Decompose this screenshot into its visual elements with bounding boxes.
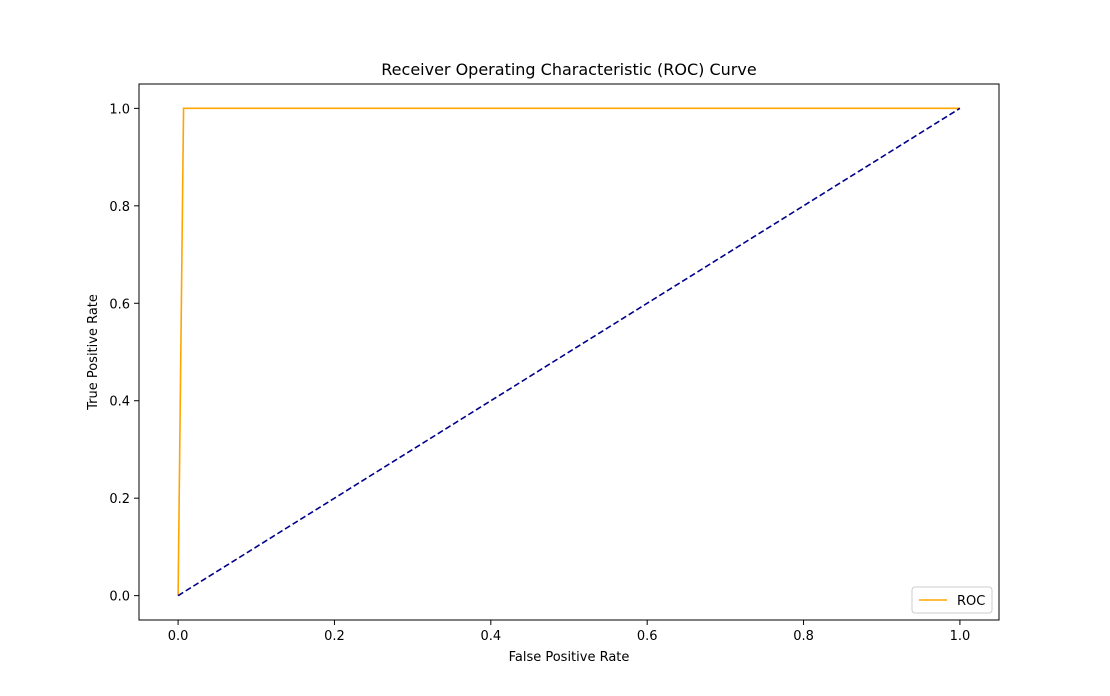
x-axis-label: False Positive Rate xyxy=(509,650,630,665)
axes-frame xyxy=(138,83,1000,621)
x-tick-label: 0.2 xyxy=(324,629,345,644)
y-tick-label: 0.8 xyxy=(109,200,130,215)
legend-box xyxy=(911,586,993,614)
plot-area xyxy=(177,107,961,597)
y-axis-label: True Positive Rate xyxy=(86,294,101,411)
y-tick-label: 0.2 xyxy=(109,492,130,507)
y-tick-label: 1.0 xyxy=(109,102,130,117)
series-line-diagonal xyxy=(177,107,961,597)
y-tick-label: 0.0 xyxy=(109,590,130,605)
x-tick-label: 0.8 xyxy=(793,629,814,644)
x-tick-label: 1.0 xyxy=(950,629,971,644)
legend-label-roc: ROC xyxy=(957,594,985,609)
x-tick-label: 0.0 xyxy=(168,629,189,644)
axis-ticks: 0.0 0.2 0.4 0.6 0.8 1.0 0.0 0.2 0.4 0.6 0.8 1.0 xyxy=(109,102,970,644)
x-tick-label: 0.4 xyxy=(480,629,501,644)
chart-title: Receiver Operating Characteristic (ROC) … xyxy=(381,60,756,79)
legend: ROC xyxy=(911,586,993,614)
y-tick-label: 0.4 xyxy=(109,395,130,410)
x-tick-label: 0.6 xyxy=(637,629,658,644)
y-tick-label: 0.6 xyxy=(109,297,130,312)
series-line-roc xyxy=(177,107,960,596)
